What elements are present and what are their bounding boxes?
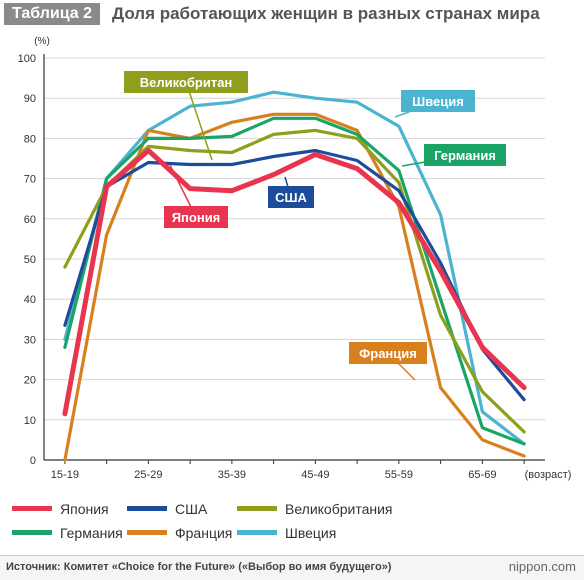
legend-label: Германия [60,525,123,541]
callout-box [164,206,228,228]
callout-box [424,144,506,166]
y-tick-label: 40 [24,294,36,306]
callout-label: Германия [434,148,496,163]
legend-swatch [127,506,167,511]
callout-box [124,71,248,93]
y-tick-label: 10 [24,415,36,427]
x-tick-label: 15-19 [51,469,79,481]
x-axis-label: (возраст) [525,469,572,481]
source-note: Источник: Комитет «Choice for the Future… [6,561,392,573]
callout-box [349,342,427,364]
y-tick-label: 90 [24,93,36,105]
y-axis-label: (%) [34,36,50,47]
y-tick-label: 0 [30,455,36,467]
x-tick-label: 35-39 [218,469,246,481]
callout-label: Великобритан [140,75,233,90]
series-line [63,112,526,462]
x-tick-label: 55-59 [385,469,413,481]
brand-logo: nippon.com [508,559,576,574]
y-tick-label: 60 [24,214,36,226]
callout-label: Япония [172,210,221,225]
table-badge: Таблица 2 [4,3,101,25]
chart-header: Таблица 2 Доля работающих женщин в разны… [0,0,584,30]
y-tick-label: 100 [18,53,36,65]
x-tick-label: 65-69 [468,469,496,481]
legend-swatch [12,530,52,535]
chart-title: Доля работающих женщин в разных странах … [112,4,540,23]
y-tick-label: 80 [24,133,36,145]
page-footer: Источник: Комитет «Choice for the Future… [0,555,584,580]
series-line [63,90,526,446]
legend-label: Швеция [285,525,337,541]
legend-swatch [237,530,277,535]
series-line [63,148,526,402]
callout-label: Франция [359,346,417,361]
line-chart: 0 10 20 30 40 50 60 70 80 90 100 15-19 25-29 35-39 45-… [18,36,572,481]
y-tick-label: 70 [24,174,36,186]
x-tick-label: 45-49 [301,469,329,481]
series-line [63,116,526,446]
x-tick-label: 25-29 [134,469,162,481]
series-line [62,148,527,417]
callout-leader [185,81,213,161]
legend-label: США [175,501,208,517]
legend-swatch [127,530,167,535]
legend-label: Великобритания [285,501,393,517]
callout-box [268,186,314,208]
chart-legend: Япония США Великобритания Германия Франция Шв… [12,500,582,548]
y-tick-label: 50 [24,254,36,266]
y-tick-label: 20 [24,375,36,387]
y-tick-label: 30 [24,334,36,346]
callout-label: Швеция [412,94,464,109]
callout-box [401,90,475,112]
series-line [63,128,526,434]
legend-swatch [237,506,277,511]
legend-label: Япония [60,501,109,517]
legend-label: Франция [175,525,233,541]
legend-swatch [12,506,52,511]
callout-label: США [275,190,307,205]
